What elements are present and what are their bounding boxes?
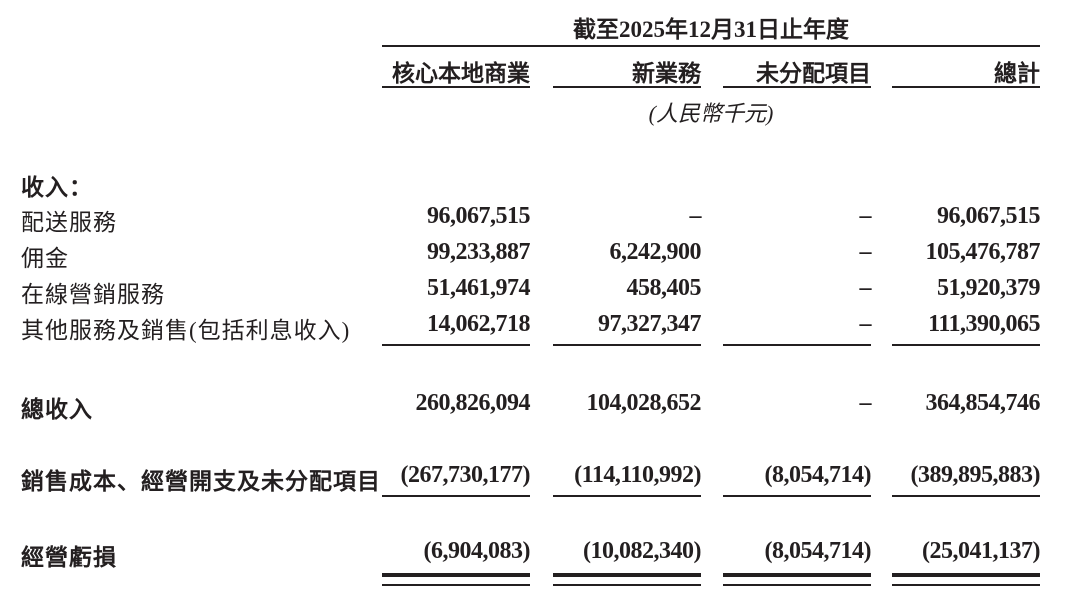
table-row: 配送服務 96,067,515 – – 96,067,515 bbox=[0, 203, 1065, 237]
row-label: 總收入 bbox=[21, 397, 93, 422]
cell: – bbox=[859, 311, 872, 337]
cell: – bbox=[859, 275, 872, 301]
unit-label: (人民幣千元) bbox=[648, 101, 774, 126]
cell: 97,327,347 bbox=[598, 311, 702, 337]
cell: – bbox=[859, 390, 872, 416]
subtotal-rule bbox=[723, 495, 871, 497]
column-header-total: 總計 bbox=[994, 61, 1040, 86]
cell: – bbox=[859, 239, 872, 265]
column-rule bbox=[892, 86, 1040, 88]
period-heading: 截至2025年12月31日止年度 bbox=[573, 17, 849, 42]
subtotal-rule bbox=[892, 344, 1040, 346]
column-header-unallocated-items: 未分配項目 bbox=[756, 61, 871, 86]
cell: 104,028,652 bbox=[586, 390, 702, 416]
cell: 260,826,094 bbox=[415, 390, 531, 416]
column-rule bbox=[553, 86, 701, 88]
cell: 14,062,718 bbox=[427, 311, 531, 337]
subtotal-rule bbox=[382, 344, 530, 346]
cell: 111,390,065 bbox=[928, 311, 1040, 337]
double-rule bbox=[382, 573, 530, 586]
cell: 96,067,515 bbox=[937, 203, 1041, 229]
row-label: 佣金 bbox=[21, 246, 69, 271]
row-label: 銷售成本、經營開支及未分配項目 bbox=[21, 469, 381, 494]
row-label: 在線營銷服務 bbox=[21, 282, 165, 307]
cell: (8,054,714) bbox=[764, 462, 872, 488]
cell: 99,233,887 bbox=[427, 239, 531, 265]
cell: (114,110,992) bbox=[574, 462, 701, 488]
row-label: 經營虧損 bbox=[21, 545, 117, 570]
subtotal-rule bbox=[382, 495, 530, 497]
double-rule bbox=[892, 573, 1040, 586]
subtotal-rule bbox=[553, 495, 701, 497]
period-rule bbox=[382, 45, 1040, 47]
column-rule bbox=[382, 86, 530, 88]
total-revenue-row: 總收入 260,826,094 104,028,652 – 364,854,74… bbox=[0, 390, 1065, 424]
cell: 458,405 bbox=[626, 275, 702, 301]
cell: 364,854,746 bbox=[925, 390, 1041, 416]
column-rule bbox=[723, 86, 871, 88]
cell: (10,082,340) bbox=[583, 538, 701, 564]
row-label: 配送服務 bbox=[21, 210, 117, 235]
cell: 96,067,515 bbox=[427, 203, 531, 229]
row-label: 其他服務及銷售(包括利息收入) bbox=[21, 318, 351, 343]
cell: 105,476,787 bbox=[925, 239, 1041, 265]
table-row: 其他服務及銷售(包括利息收入) 14,062,718 97,327,347 – … bbox=[0, 311, 1065, 345]
row-label: 收入： bbox=[21, 175, 93, 200]
cell: 6,242,900 bbox=[609, 239, 702, 265]
double-rule bbox=[553, 573, 701, 586]
cell: (8,054,714) bbox=[764, 538, 872, 564]
cell: (25,041,137) bbox=[922, 538, 1040, 564]
costs-row: 銷售成本、經營開支及未分配項目 (267,730,177) (114,110,9… bbox=[0, 462, 1065, 496]
column-header-core-local-commerce: 核心本地商業 bbox=[392, 61, 530, 86]
cell: 51,461,974 bbox=[427, 275, 531, 301]
cell: (267,730,177) bbox=[400, 462, 531, 488]
operating-loss-row: 經營虧損 (6,904,083) (10,082,340) (8,054,714… bbox=[0, 538, 1065, 572]
cell: 51,920,379 bbox=[937, 275, 1041, 301]
revenue-heading-row: 收入： bbox=[0, 168, 1065, 202]
cell: (389,895,883) bbox=[910, 462, 1041, 488]
table-row: 在線營銷服務 51,461,974 458,405 – 51,920,379 bbox=[0, 275, 1065, 309]
subtotal-rule bbox=[723, 344, 871, 346]
cell: (6,904,083) bbox=[423, 538, 531, 564]
subtotal-rule bbox=[553, 344, 701, 346]
table-row: 佣金 99,233,887 6,242,900 – 105,476,787 bbox=[0, 239, 1065, 273]
double-rule bbox=[723, 573, 871, 586]
column-header-new-initiatives: 新業務 bbox=[632, 61, 701, 86]
cell: – bbox=[689, 203, 702, 229]
cell: – bbox=[859, 203, 872, 229]
subtotal-rule bbox=[892, 495, 1040, 497]
